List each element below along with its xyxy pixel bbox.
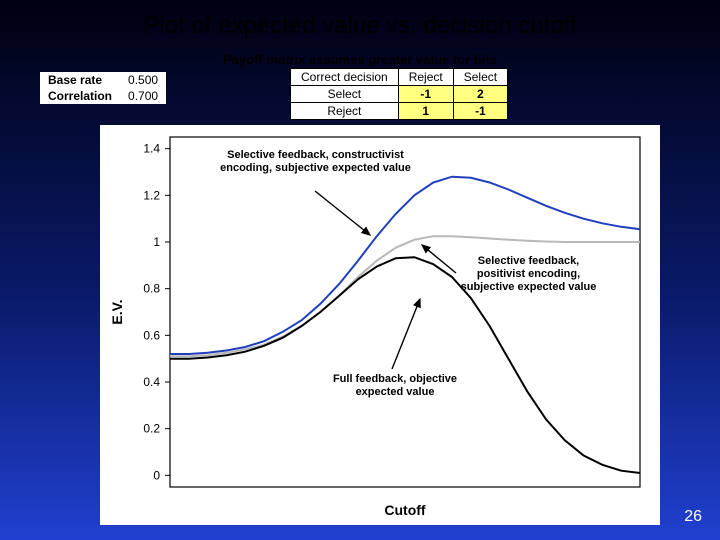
table-row: Correct decision Reject Select — [291, 69, 508, 86]
slide-title: Plot of expected value vs. decision cuto… — [0, 12, 720, 40]
slide: Plot of expected value vs. decision cuto… — [0, 0, 720, 540]
param-value: 0.700 — [120, 88, 166, 104]
param-value: 0.500 — [120, 72, 166, 88]
svg-text:0: 0 — [153, 468, 160, 482]
payoff-table: Correct decision Reject Select Select -1… — [290, 68, 508, 120]
svg-text:0.2: 0.2 — [143, 422, 160, 436]
table-row: Select -1 2 — [291, 86, 508, 103]
svg-text:0.6: 0.6 — [143, 328, 160, 342]
payoff-corner: Correct decision — [291, 69, 399, 86]
table-row: Correlation 0.700 — [40, 88, 166, 104]
payoff-cell: 1 — [398, 103, 453, 120]
chart-panel: 00.20.40.60.811.21.4E.V.Cutoff Selective… — [100, 125, 660, 525]
table-row: Base rate 0.500 — [40, 72, 166, 88]
svg-text:1.4: 1.4 — [143, 142, 160, 156]
payoff-col-header: Reject — [398, 69, 453, 86]
payoff-cell: 2 — [453, 86, 507, 103]
svg-text:0.8: 0.8 — [143, 282, 160, 296]
svg-text:1: 1 — [153, 235, 160, 249]
payoff-cell: -1 — [453, 103, 507, 120]
param-label: Base rate — [40, 72, 120, 88]
svg-text:0.4: 0.4 — [143, 375, 160, 389]
payoff-row-header: Reject — [291, 103, 399, 120]
svg-text:E.V.: E.V. — [109, 299, 125, 324]
payoff-row-header: Select — [291, 86, 399, 103]
payoff-col-header: Select — [453, 69, 507, 86]
svg-text:Cutoff: Cutoff — [384, 502, 426, 518]
params-table: Base rate 0.500 Correlation 0.700 — [40, 72, 166, 104]
chart-svg: 0 0.2 0.4 0.6 0.8 1 1.2 1.4 E.V. Cutoff — [100, 125, 660, 525]
svg-text:1.2: 1.2 — [143, 188, 160, 202]
table-row: Reject 1 -1 — [291, 103, 508, 120]
param-label: Correlation — [40, 88, 120, 104]
page-number: 26 — [684, 508, 702, 526]
payoff-cell: -1 — [398, 86, 453, 103]
slide-subtitle: Payoff matrix assumes greater value for … — [0, 52, 720, 67]
